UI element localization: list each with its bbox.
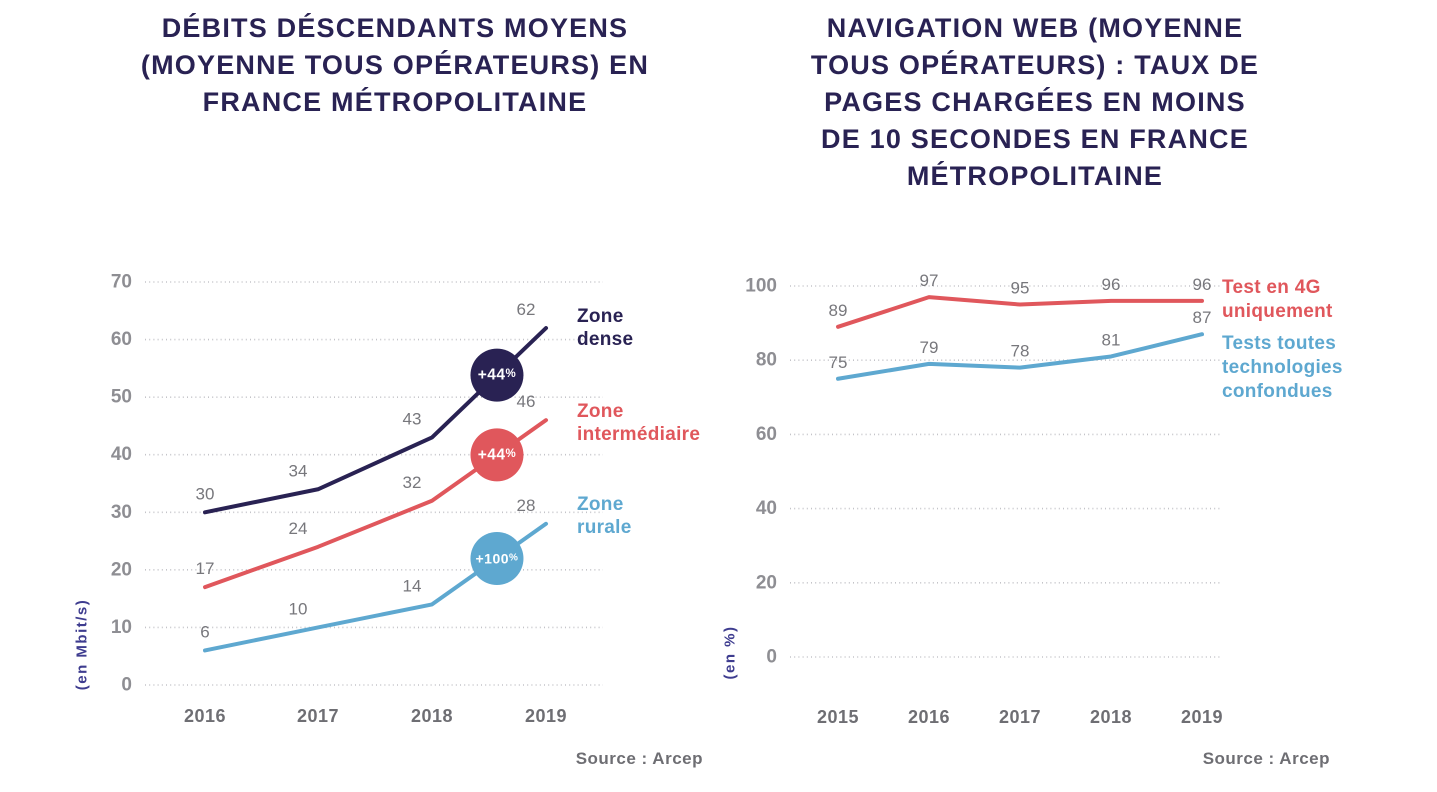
source-label-left: Source : Arcep [575,749,703,768]
value-label: 87 [1193,308,1212,327]
x-axis-year-label: 2017 [999,707,1041,727]
value-label: 96 [1102,275,1121,294]
legend-zone-rurale: Zone rurale [577,494,632,538]
x-axis-year-label: 2016 [184,706,226,726]
web-navigation-chart: 0 20 40 60 80 100 2015 2016 2017 2018 2019 89 97 95 96… [745,271,1223,727]
value-label: 28 [517,496,536,515]
y-tick-label: 10 [111,617,132,638]
y-tick-label: 100 [745,276,777,297]
value-label: 43 [403,409,422,428]
growth-badge [470,428,524,482]
downlink-speed-chart-title: DÉBITS DÉSCENDANTS MOYENS (MOYENNE TOUS … [140,13,650,117]
y-tick-label: 60 [756,424,777,445]
value-label: 78 [1011,342,1030,361]
y-tick-label: 40 [111,444,132,465]
value-label: 17 [196,559,215,578]
value-label: 95 [1011,279,1030,298]
series-line [836,295,1204,329]
value-label: 30 [196,484,215,503]
y-tick-label: 60 [111,329,132,350]
y-tick-label: 50 [111,387,132,408]
y-axis-unit-percent: (en %) [721,625,739,680]
value-label: 81 [1102,330,1121,349]
growth-badge-label: +44% [478,446,517,463]
series-line [836,332,1204,381]
downlink-speed-chart: 0 10 20 30 40 50 60 70 2016 2017 2018 2019 30 34 43 62 1… [111,272,603,726]
source-label-right: Source : Arcep [1202,749,1330,768]
value-label: 46 [517,392,536,411]
value-label: 24 [289,519,308,538]
value-label: 34 [289,461,308,480]
x-axis-year-label: 2018 [411,706,453,726]
value-label: 96 [1193,275,1212,294]
value-label: 62 [517,300,536,319]
legend-zone-dense: Zone dense [577,306,634,350]
x-axis-year-label: 2018 [1090,707,1132,727]
y-tick-label: 20 [111,559,132,580]
x-axis-year-label: 2015 [817,707,859,727]
x-axis-year-label: 2019 [1181,707,1223,727]
legend-zone-intermediaire: Zone intermédiaire [577,401,701,445]
y-axis-unit-mbits: (en Mbit/s) [73,598,91,691]
legend-tests-toutes-technologies: Tests toutes technologies confondues [1222,333,1343,402]
value-label: 79 [920,338,939,357]
y-tick-label: 20 [756,572,777,593]
x-axis-year-label: 2017 [297,706,339,726]
growth-badge-label: +44% [478,367,517,384]
growth-badge-label: +100% [476,550,519,566]
value-label: 97 [920,271,939,290]
y-tick-label: 70 [111,272,132,293]
value-label: 32 [403,473,422,492]
value-label: 75 [829,353,848,372]
value-label: 10 [289,599,308,618]
value-label: 14 [403,576,422,595]
x-axis-year-label: 2016 [908,707,950,727]
y-tick-label: 40 [756,498,777,519]
y-tick-label: 0 [121,675,132,696]
legend-test-4g: Test en 4G uniquement [1222,277,1333,322]
value-label: 6 [200,622,209,641]
y-tick-label: 0 [766,647,777,668]
web-navigation-chart-title: NAVIGATION WEB (MOYENNE TOUS OPÉRATEURS)… [810,13,1260,191]
growth-badge [470,348,524,402]
x-axis-year-label: 2019 [525,706,567,726]
value-label: 89 [829,301,848,320]
y-tick-label: 30 [111,502,132,523]
y-tick-label: 80 [756,350,777,371]
growth-badge [470,531,524,585]
